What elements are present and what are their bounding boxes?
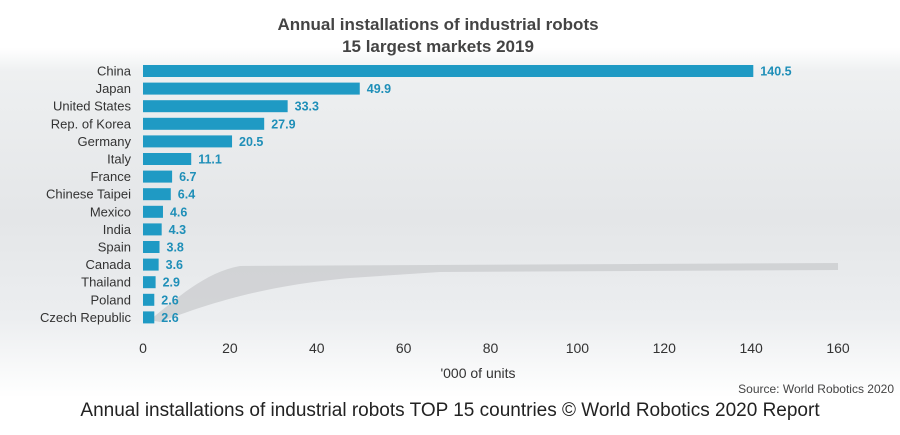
- category-labels: China Japan United States Rep. of Korea Germ…: [40, 64, 132, 325]
- category-label: Japan: [96, 81, 131, 96]
- bar: [143, 311, 155, 324]
- chart-title: Annual installations of industrial robot…: [277, 15, 598, 34]
- bar: [143, 188, 171, 201]
- category-label: China: [97, 64, 132, 79]
- value-label: 11.1: [198, 153, 222, 167]
- x-tick-label: 0: [139, 340, 147, 356]
- value-label: 20.5: [239, 135, 263, 149]
- bar: [143, 170, 173, 183]
- x-tick-label: 140: [739, 340, 763, 356]
- x-tick-label: 120: [653, 340, 677, 356]
- value-label: 4.3: [169, 223, 186, 237]
- x-axis-ticks: 0 20 40 60 80 100 120 140 160: [139, 340, 850, 356]
- bar: [143, 205, 163, 218]
- bar: [143, 82, 360, 95]
- x-tick-label: 80: [483, 340, 499, 356]
- bar: [143, 241, 160, 253]
- category-label: Poland: [91, 292, 131, 307]
- bar: [143, 223, 162, 236]
- category-label: India: [103, 222, 132, 237]
- x-tick-label: 20: [222, 340, 238, 356]
- bar: [143, 100, 288, 113]
- x-tick-label: 40: [309, 340, 325, 356]
- category-label: Czech Republic: [40, 310, 132, 325]
- category-label: Rep. of Korea: [51, 116, 132, 131]
- bar: [143, 65, 754, 77]
- value-label: 49.9: [367, 82, 391, 96]
- bar: [143, 153, 192, 165]
- bar: [143, 258, 159, 271]
- x-tick-label: 60: [396, 340, 412, 356]
- x-tick-label: 100: [566, 340, 590, 356]
- bars: [143, 65, 754, 324]
- figure-caption: Annual installations of industrial robot…: [80, 400, 820, 421]
- chart-subtitle: 15 largest markets 2019: [342, 37, 534, 56]
- bar: [143, 276, 156, 289]
- x-tick-label: 160: [826, 340, 850, 356]
- value-label: 6.4: [178, 188, 195, 202]
- value-labels: 140.5 49.9 33.327.9 20.5 11.16.7 6.4 4.6 4.3 3.8…: [161, 65, 791, 325]
- chart-shadow: [150, 263, 838, 322]
- category-label: Mexico: [90, 204, 131, 219]
- bar: [143, 117, 265, 130]
- category-label: United States: [53, 99, 132, 114]
- source-note: Source: World Robotics 2020: [738, 382, 894, 396]
- category-label: Thailand: [81, 275, 131, 290]
- value-label: 2.6: [161, 293, 178, 307]
- bar: [143, 135, 233, 148]
- category-label: Canada: [85, 257, 131, 272]
- value-label: 33.3: [295, 100, 319, 114]
- value-label: 6.7: [179, 170, 196, 184]
- bar: [143, 293, 155, 306]
- value-label: 2.6: [161, 311, 178, 325]
- value-label: 3.8: [167, 241, 184, 255]
- value-label: 140.5: [760, 65, 791, 79]
- category-label: Italy: [107, 152, 131, 167]
- category-label: Germany: [78, 134, 132, 149]
- category-label: Spain: [98, 240, 131, 255]
- value-label: 27.9: [271, 117, 295, 131]
- x-axis-title: '000 of units: [440, 365, 515, 381]
- bar-chart: Annual installations of industrial robot…: [40, 15, 894, 396]
- value-label: 2.9: [163, 276, 180, 290]
- category-label: France: [91, 169, 131, 184]
- value-label: 4.6: [170, 205, 187, 219]
- value-label: 3.6: [166, 258, 183, 272]
- chart-panel: Annual installations of industrial robot…: [0, 0, 900, 398]
- category-label: Chinese Taipei: [46, 187, 131, 202]
